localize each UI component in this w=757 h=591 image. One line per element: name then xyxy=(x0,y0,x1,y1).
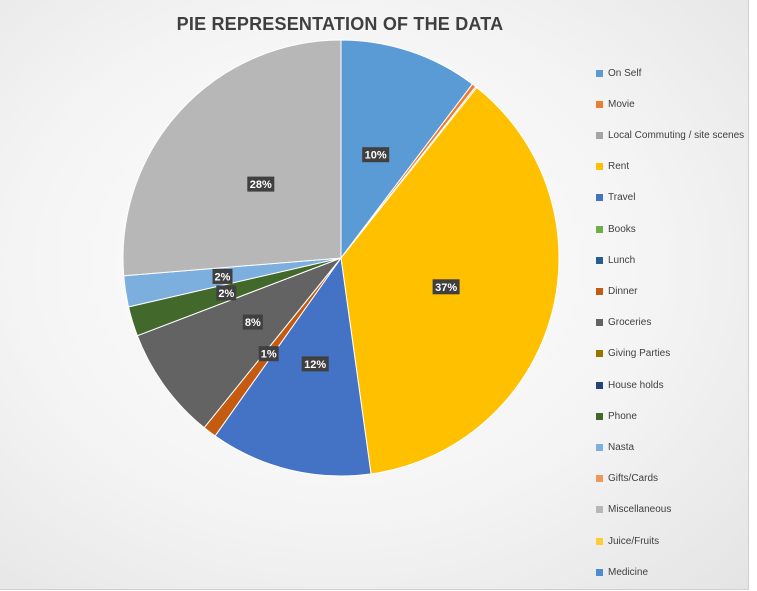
legend-label: House holds xyxy=(608,379,664,391)
legend-swatch xyxy=(596,381,603,389)
pie-slice-on-self xyxy=(340,39,474,260)
legend-label: Miscellaneous xyxy=(608,504,672,516)
svg-text:8%: 8% xyxy=(245,317,261,329)
legend-item-on-self: On Self xyxy=(596,66,641,80)
legend-label: Juice/Fruits xyxy=(608,535,660,547)
legend-label: Books xyxy=(608,223,636,235)
legend-label: Phone xyxy=(608,410,637,422)
data-label-nasta: 2% xyxy=(212,268,233,284)
legend-swatch xyxy=(596,506,603,514)
legend-swatch xyxy=(596,412,603,420)
legend-swatch xyxy=(596,163,603,171)
legend-item-local-commuting-site-scenes: Local Commuting / site scenes xyxy=(596,128,744,142)
legend-swatch xyxy=(596,69,603,77)
legend-swatch xyxy=(596,475,603,483)
legend-label: Nasta xyxy=(608,441,635,453)
svg-text:2%: 2% xyxy=(218,288,234,300)
legend-label: Gifts/Cards xyxy=(608,473,659,485)
legend-label: Groceries xyxy=(608,317,652,329)
legend-item-juice-fruits: Juice/Fruits xyxy=(596,534,659,548)
svg-text:2%: 2% xyxy=(215,271,231,283)
data-label-dinner: 1% xyxy=(258,346,279,362)
legend-swatch xyxy=(596,568,603,576)
legend-swatch xyxy=(596,256,603,264)
svg-text:1%: 1% xyxy=(261,349,277,361)
legend-swatch xyxy=(596,100,603,108)
data-label-miscellaneous: 28% xyxy=(247,176,275,192)
legend-item-medicine: Medicine xyxy=(596,565,648,579)
legend-item-books: Books xyxy=(596,222,636,236)
legend-swatch xyxy=(596,287,603,295)
legend-item-travel: Travel xyxy=(596,191,635,205)
legend-item-house-holds: House holds xyxy=(596,378,664,392)
legend-item-dinner: Dinner xyxy=(596,284,637,298)
data-label-on-self: 10% xyxy=(362,147,390,163)
legend-label: Movie xyxy=(608,98,635,110)
legend-swatch xyxy=(596,194,603,202)
legend-item-phone: Phone xyxy=(596,409,637,423)
legend-item-rent: Rent xyxy=(596,160,629,174)
pie-chart: 10% 37% 12% 1% 8% 2% 2% 28% xyxy=(122,39,560,477)
svg-text:12%: 12% xyxy=(304,359,326,371)
data-label-phone: 2% xyxy=(216,285,237,301)
legend-label: Rent xyxy=(608,161,630,173)
legend-swatch xyxy=(596,537,603,545)
svg-text:10%: 10% xyxy=(365,150,387,162)
data-label-groceries: 8% xyxy=(242,314,263,330)
legend-item-giving-parties: Giving Parties xyxy=(596,347,670,361)
legend-label: Medicine xyxy=(608,566,649,578)
legend-label: Giving Parties xyxy=(608,348,671,360)
data-label-travel: 12% xyxy=(301,356,329,372)
legend-swatch xyxy=(596,350,603,358)
legend-item-gifts-cards: Gifts/Cards xyxy=(596,472,658,486)
svg-text:28%: 28% xyxy=(250,179,272,191)
pie-slice-miscellaneous xyxy=(122,39,342,277)
legend-item-lunch: Lunch xyxy=(596,253,635,267)
legend-item-movie: Movie xyxy=(596,97,635,111)
legend-swatch xyxy=(596,319,603,327)
data-label-rent: 37% xyxy=(432,279,460,295)
pie-slice-travel xyxy=(214,256,372,477)
legend-item-nasta: Nasta xyxy=(596,440,634,454)
chart-title: PIE REPRESENTATION OF THE DATA xyxy=(176,14,504,34)
legend-item-miscellaneous: Miscellaneous xyxy=(596,503,671,517)
legend-label: Travel xyxy=(608,192,636,204)
legend-swatch xyxy=(596,443,603,451)
legend-label: Lunch xyxy=(608,254,636,266)
legend-swatch xyxy=(596,225,603,233)
svg-text:37%: 37% xyxy=(435,282,457,294)
pie-slice-groceries xyxy=(136,256,343,429)
legend-swatch xyxy=(596,131,603,139)
legend-label: Local Commuting / site scenes xyxy=(608,129,745,141)
legend-item-groceries: Groceries xyxy=(596,316,651,330)
legend-label: On Self xyxy=(608,67,642,79)
legend-label: Dinner xyxy=(608,285,638,297)
